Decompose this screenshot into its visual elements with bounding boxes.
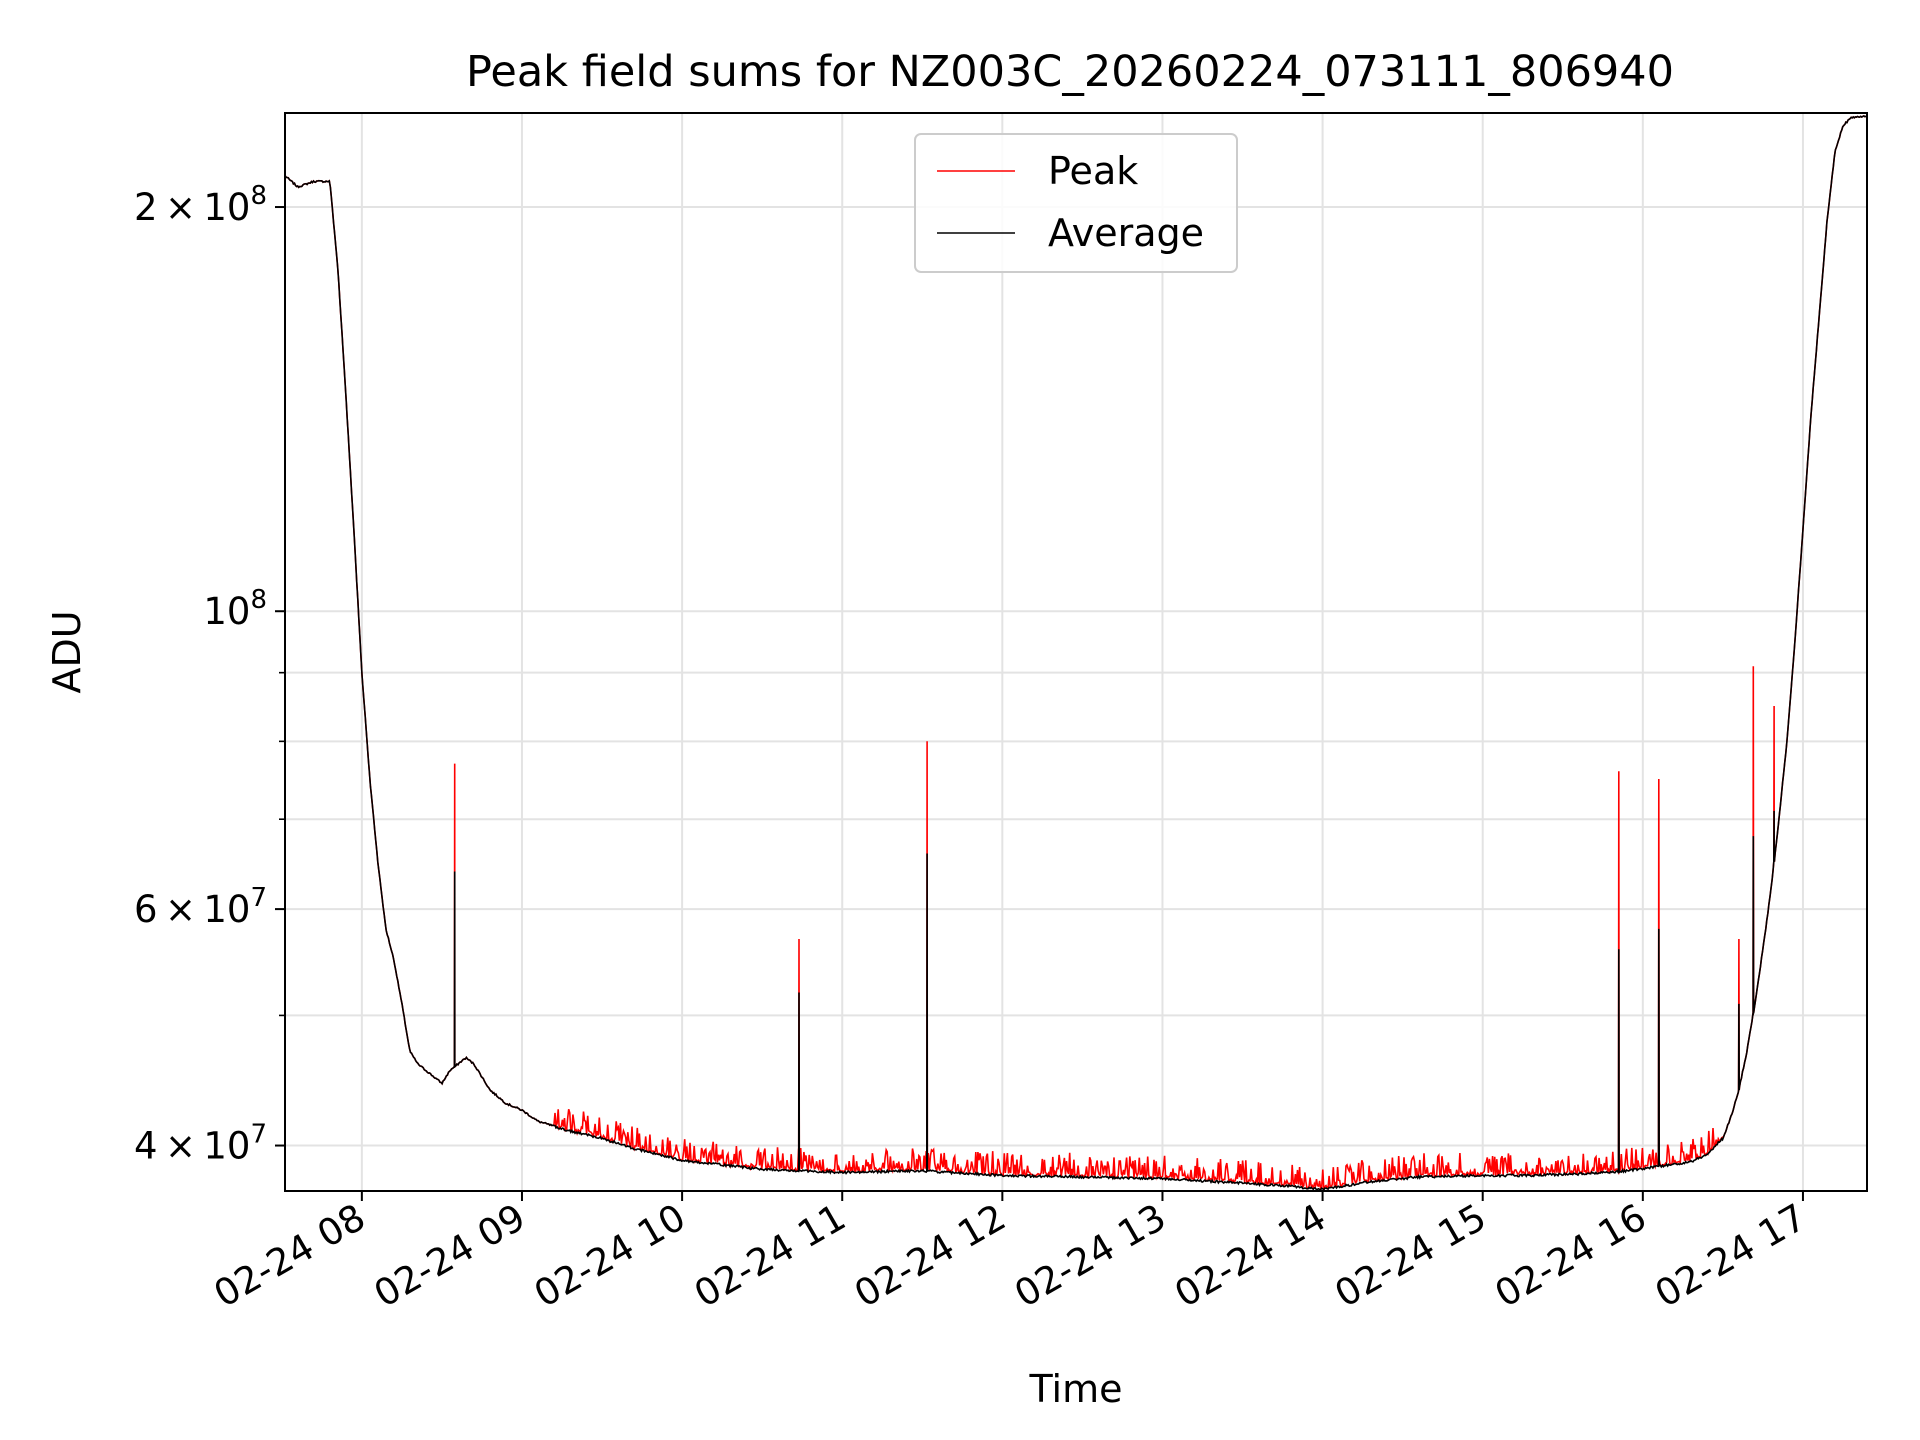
y-tick-label: 6 × 107 xyxy=(134,883,267,931)
y-tick-label: 4 × 107 xyxy=(134,1120,267,1168)
y-axis: 4 × 107 6 × 107 108 2 × 108 xyxy=(134,181,285,1168)
y-tick-label: 2 × 108 xyxy=(134,181,267,229)
y-tick-label: 108 xyxy=(203,585,267,633)
plot-frame xyxy=(284,112,1868,1192)
series-average-line xyxy=(284,114,1868,1192)
legend: Peak Average xyxy=(914,133,1238,273)
chart-title: Peak field sums for NZ003C_20260224_0731… xyxy=(466,47,1674,97)
x-axis-label: Time xyxy=(1029,1367,1123,1411)
legend-average-label: Average xyxy=(1048,211,1204,255)
y-axis-label: ADU xyxy=(45,610,89,693)
legend-box xyxy=(914,133,1238,273)
legend-peak-label: Peak xyxy=(1048,149,1138,193)
series-area xyxy=(284,114,1868,1192)
